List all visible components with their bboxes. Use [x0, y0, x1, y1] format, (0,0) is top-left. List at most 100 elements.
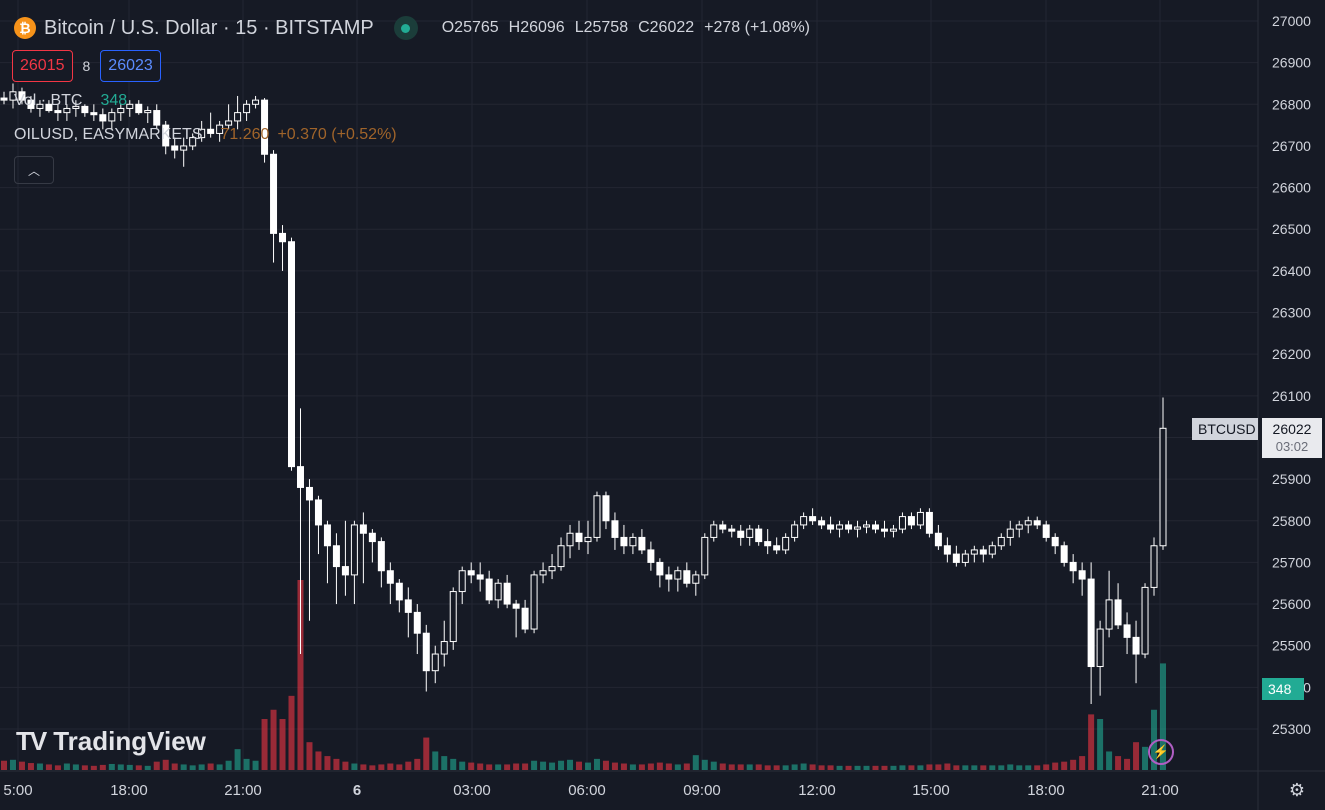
volume-bar: [387, 763, 394, 770]
candle-body: [1114, 599, 1122, 626]
candle-body: [261, 99, 269, 155]
volume-bar: [971, 765, 978, 770]
volume-bar: [656, 762, 663, 770]
candle-body: [925, 511, 933, 534]
y-tick-label: 25700: [1272, 554, 1311, 570]
candle-body: [854, 526, 862, 530]
candle-body: [530, 574, 538, 630]
volume-bar: [135, 765, 142, 770]
volume-bar: [638, 764, 645, 770]
candle-body: [997, 536, 1005, 547]
candle-body: [476, 574, 484, 580]
volume-bar: [1133, 742, 1140, 770]
y-tick-label: 25900: [1272, 471, 1311, 487]
volume-bar: [800, 763, 807, 770]
candle-body: [81, 105, 89, 114]
volume-legend[interactable]: Vol · BTC 348: [14, 92, 127, 110]
y-tick-label: 25800: [1272, 513, 1311, 529]
volume-bar: [378, 764, 385, 770]
volume-bar: [1043, 764, 1050, 770]
candle-body: [36, 103, 44, 109]
volume-bar: [549, 762, 556, 770]
candle-body: [1051, 536, 1059, 547]
volume-bar: [1016, 765, 1023, 770]
candle-body: [467, 570, 475, 576]
overlay-legend[interactable]: OILUSD, EASYMARKETS 71.260 +0.370 (+0.52…: [14, 126, 397, 144]
volume-bar: [324, 756, 331, 770]
candle-body: [611, 520, 619, 538]
volume-bar: [108, 763, 115, 770]
candle-body: [809, 516, 817, 522]
volume-bar: [171, 763, 178, 770]
candle-body: [45, 103, 53, 112]
collapse-legend-button[interactable]: ︿: [14, 156, 54, 184]
candle-body: [1087, 578, 1095, 668]
y-tick-label: 26200: [1272, 346, 1311, 362]
overlay-value: 71.260: [220, 126, 270, 143]
volume-bar: [944, 763, 951, 770]
candle-body: [988, 545, 996, 555]
volume-bar: [198, 764, 205, 770]
volume-bar: [288, 695, 295, 770]
volume-bar: [701, 759, 708, 770]
candle-body: [144, 110, 152, 114]
volume-bar: [692, 755, 699, 770]
candle-body: [692, 574, 700, 584]
candle-body: [9, 91, 17, 101]
volume-price-tag: 348: [1262, 678, 1304, 700]
volume-bar: [629, 764, 636, 770]
volume-bar: [558, 760, 565, 770]
candle-body: [979, 549, 987, 555]
volume-bar: [27, 763, 34, 770]
candle-body: [683, 570, 691, 584]
volume-bar: [225, 760, 232, 770]
volume-bar: [360, 764, 367, 770]
volume-bar: [665, 763, 672, 770]
candle-body: [72, 105, 80, 109]
x-tick-label: 15:00: [912, 782, 950, 799]
volume-bar: [297, 580, 304, 770]
volume-bar: [423, 737, 430, 770]
volume-bar: [1088, 714, 1095, 770]
candle-body: [557, 545, 565, 568]
candle-body: [1033, 520, 1041, 526]
y-tick-label: 26600: [1272, 180, 1311, 196]
volume-bar: [683, 763, 690, 770]
candle-body: [162, 124, 170, 147]
x-tick-label: 09:00: [683, 782, 721, 799]
volume-bar: [818, 765, 825, 770]
volume-bar: [1052, 762, 1059, 770]
candle-body: [341, 566, 349, 576]
volume-bar: [674, 764, 681, 770]
candle-body: [701, 536, 709, 576]
candle-body: [647, 549, 655, 563]
candle-body: [63, 107, 71, 114]
candle-body: [1006, 528, 1014, 538]
candle-body: [836, 524, 844, 530]
volume-bar: [315, 751, 322, 770]
volume-bar: [243, 758, 250, 770]
volume-bar: [908, 765, 915, 770]
x-tick-label: 03:00: [453, 782, 491, 799]
market-status-icon[interactable]: [393, 16, 418, 40]
candle-body: [494, 582, 502, 601]
gear-icon[interactable]: ⚙: [1288, 779, 1306, 800]
volume-bar: [189, 765, 196, 770]
buy-button[interactable]: 26023: [100, 50, 161, 82]
candle-body: [207, 128, 215, 134]
candle-body: [845, 524, 853, 530]
last-price-value: 26022: [1272, 421, 1312, 437]
candle-body: [871, 524, 879, 530]
sell-button[interactable]: 26015: [12, 50, 73, 82]
y-tick-label: 26700: [1272, 138, 1311, 154]
volume-bar: [953, 765, 960, 770]
candle-body: [126, 103, 134, 109]
candle-body: [117, 107, 125, 114]
volume-bar: [1, 760, 7, 770]
y-tick-label: 25500: [1272, 638, 1311, 654]
symbol-title[interactable]: Bitcoin / U.S. Dollar · 15 · BITSTAMP: [44, 16, 374, 39]
volume-bar: [1007, 764, 1014, 770]
lightning-icon[interactable]: ⚡: [1148, 739, 1174, 765]
volume-bar: [620, 763, 627, 770]
